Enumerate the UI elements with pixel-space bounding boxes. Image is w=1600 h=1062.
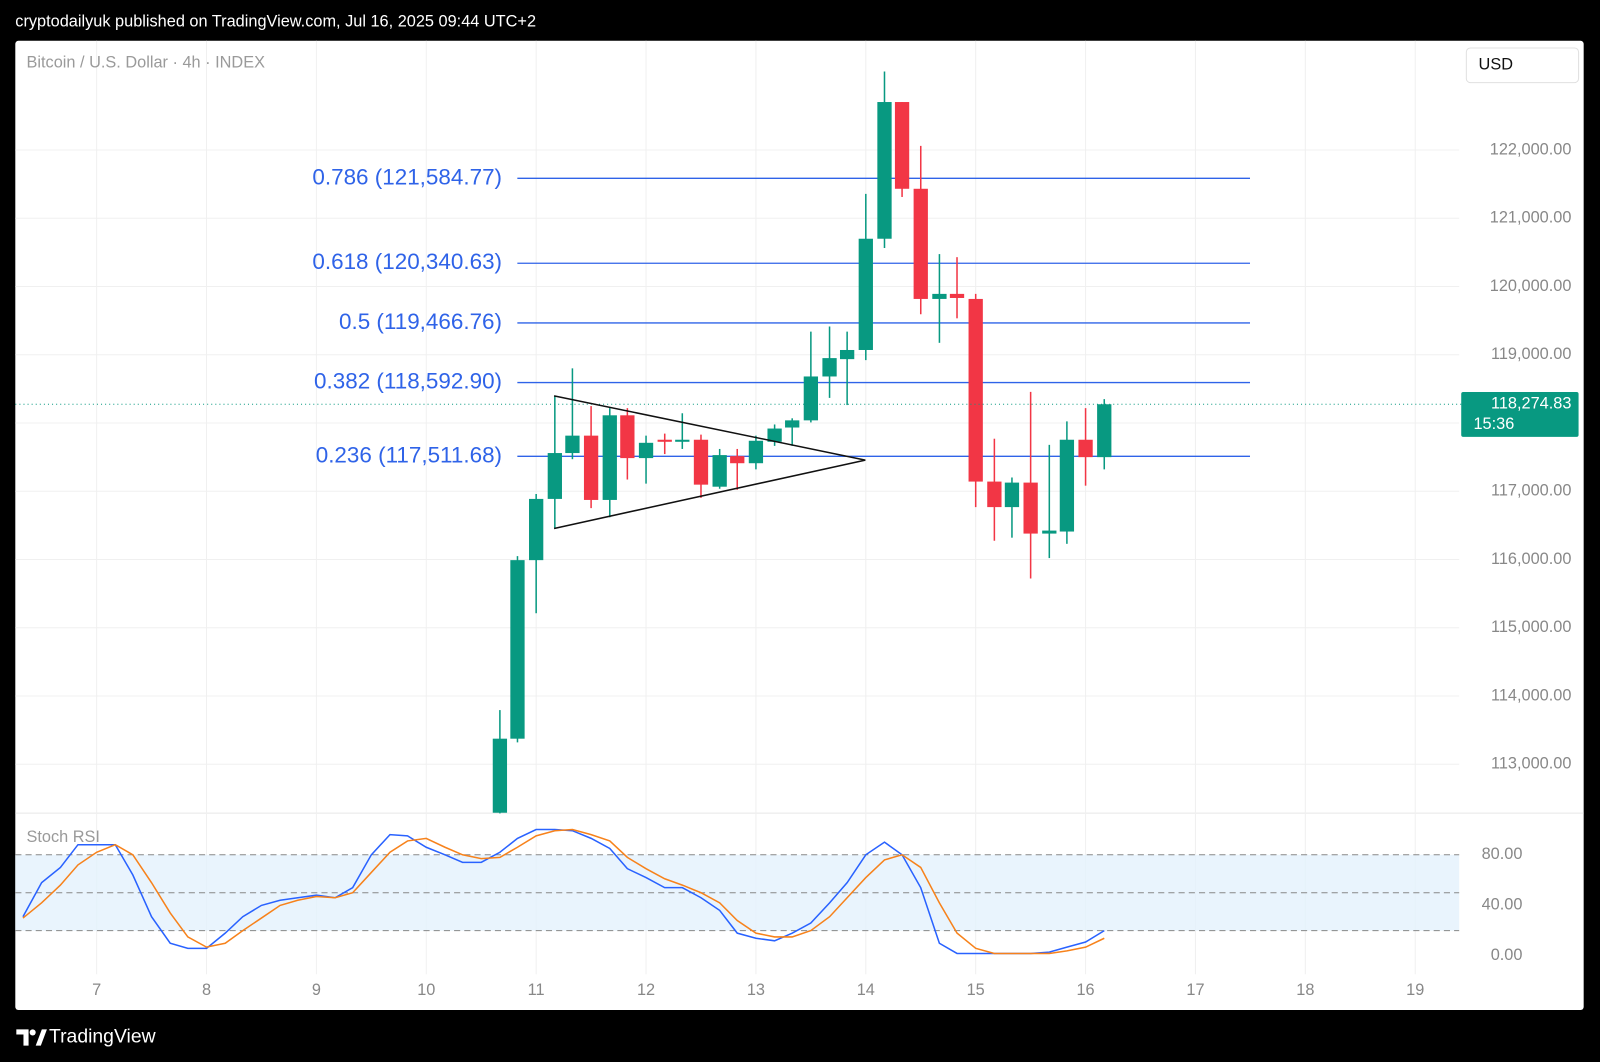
x-tick-label: 17 [1186,981,1204,999]
triangle-pattern [553,395,866,530]
chart-panel [15,40,1584,1010]
x-tick-label: 9 [312,981,321,999]
candle-body [968,298,983,482]
candle-body [822,358,837,377]
candle-body [620,415,635,459]
candle-body [839,349,855,360]
currency-label[interactable]: USD [1479,56,1513,74]
candle-body [583,435,599,500]
candle-body [932,293,947,299]
currency-button[interactable] [1465,47,1580,84]
y-tick-label: 119,000.00 [1491,345,1571,363]
x-tick-label: 16 [1076,981,1094,999]
last-price-badge [1461,392,1579,437]
candle-body [657,439,672,442]
last-price-label: 118,274.83 [1491,395,1571,413]
y-tick-label: 122,000.00 [1490,140,1572,158]
fib-label: 0.618 (120,340.63) [312,249,502,274]
candle-body [894,102,910,189]
x-tick-label: 11 [528,981,545,999]
publish-header: cryptodailyuk published on TradingView.c… [15,13,536,31]
candle-body [1023,482,1038,534]
candle-body [565,435,580,454]
y-tick-label: 40.00 [1482,896,1523,914]
symbol-title: Bitcoin / U.S. Dollar · 4h · INDEX [27,54,266,72]
candle-body [730,456,745,464]
fib-label: 0.786 (121,584.77) [312,164,502,189]
candle-body [877,102,892,239]
candle-body [1004,482,1020,508]
candle-body [529,498,544,561]
y-tick-label: 113,000.00 [1491,755,1571,773]
candle-body [748,440,764,464]
candle-body [1059,439,1075,532]
x-tick-label: 12 [637,981,655,999]
x-tick-label: 19 [1406,981,1424,999]
candle-body [913,188,928,299]
candle-body [1078,439,1093,458]
y-tick-label: 120,000.00 [1490,277,1572,295]
candle-body [949,293,965,298]
countdown-label: 15:36 [1473,415,1514,433]
candle-body [785,420,800,428]
candle-body [602,415,617,500]
candle-body [803,376,819,421]
y-tick-label: 0.00 [1491,946,1523,964]
fib-label: 0.382 (118,592.90) [314,368,502,393]
candle-body [767,428,782,442]
candle-body [987,481,1002,508]
y-tick-label: 80.00 [1482,845,1523,863]
plot: 113,000.00 114,000.00 115,000.00 116,000.00… [15,71,1579,999]
stoch-line [22,828,1105,955]
candle-body [547,453,562,499]
candle-body [858,238,873,350]
y-tick-label: 117,000.00 [1491,482,1571,500]
x-tick-label: 14 [857,981,875,999]
x-tick-label: 18 [1296,981,1314,999]
candle-body [693,439,709,485]
x-tick-label: 13 [747,981,765,999]
brand-logo [16,1029,47,1046]
candle-body [638,442,654,459]
y-tick-label: 115,000.00 [1491,618,1571,636]
candle-body [1097,404,1112,458]
x-tick-label: 7 [92,981,101,999]
y-tick-label: 121,000.00 [1490,209,1572,227]
fib-label: 0.5 (119,466.76) [339,309,502,334]
brand-name: TradingView [49,1026,157,1048]
candle-body [510,560,525,739]
x-tick-label: 15 [967,981,985,999]
x-tick-label: 10 [417,981,435,999]
y-tick-label: 114,000.00 [1491,686,1571,704]
fib-label: 0.236 (117,511.68) [316,442,502,467]
candle-body [675,439,690,442]
x-tick-label: 8 [202,981,211,999]
y-tick-label: 116,000.00 [1491,550,1571,568]
candle-body [492,738,508,813]
candle-body [1042,530,1057,534]
candle-body [712,455,727,487]
indicator-title: Stoch RSI [27,828,100,846]
